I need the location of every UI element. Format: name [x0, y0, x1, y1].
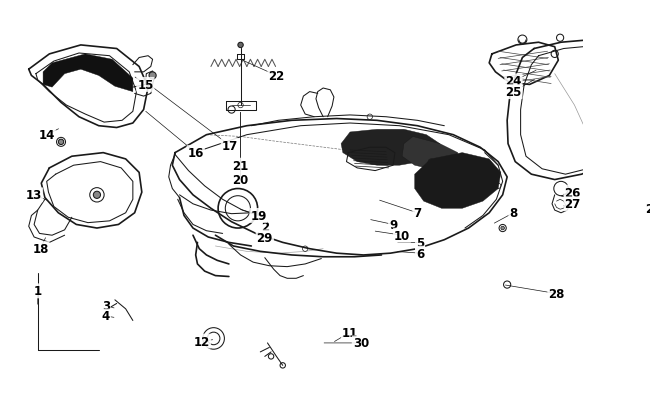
- Text: 27: 27: [565, 198, 581, 211]
- Text: 14: 14: [38, 129, 55, 142]
- Polygon shape: [341, 130, 440, 166]
- Text: 28: 28: [549, 287, 565, 301]
- Text: 23: 23: [645, 202, 650, 215]
- Circle shape: [238, 43, 243, 49]
- Text: 13: 13: [26, 189, 42, 202]
- Text: 6: 6: [416, 247, 424, 260]
- Polygon shape: [43, 55, 133, 92]
- Text: 20: 20: [233, 174, 249, 187]
- Text: 9: 9: [389, 218, 397, 231]
- Polygon shape: [618, 55, 650, 137]
- Circle shape: [501, 227, 504, 230]
- Circle shape: [149, 72, 156, 80]
- Text: 5: 5: [416, 236, 424, 249]
- Text: 12: 12: [194, 335, 210, 348]
- Text: 24: 24: [505, 75, 521, 88]
- Text: 17: 17: [222, 140, 238, 153]
- Text: 29: 29: [257, 231, 273, 244]
- Text: 19: 19: [250, 209, 266, 222]
- Text: 18: 18: [32, 243, 49, 256]
- Text: 22: 22: [268, 70, 285, 83]
- Text: 8: 8: [510, 207, 517, 220]
- Text: 1: 1: [34, 285, 42, 298]
- Text: 4: 4: [102, 310, 110, 323]
- Polygon shape: [402, 137, 458, 171]
- Text: 30: 30: [353, 337, 369, 350]
- Text: 2: 2: [261, 220, 269, 233]
- Text: 3: 3: [102, 299, 110, 312]
- Text: 21: 21: [233, 159, 249, 172]
- Circle shape: [58, 140, 64, 145]
- Text: 15: 15: [137, 79, 153, 92]
- Circle shape: [94, 192, 101, 199]
- Polygon shape: [415, 153, 501, 209]
- Text: 11: 11: [342, 326, 358, 339]
- Text: 7: 7: [413, 207, 421, 220]
- Text: 26: 26: [564, 186, 581, 199]
- Text: 16: 16: [187, 147, 204, 160]
- Text: 25: 25: [505, 86, 521, 99]
- Text: 10: 10: [394, 229, 410, 242]
